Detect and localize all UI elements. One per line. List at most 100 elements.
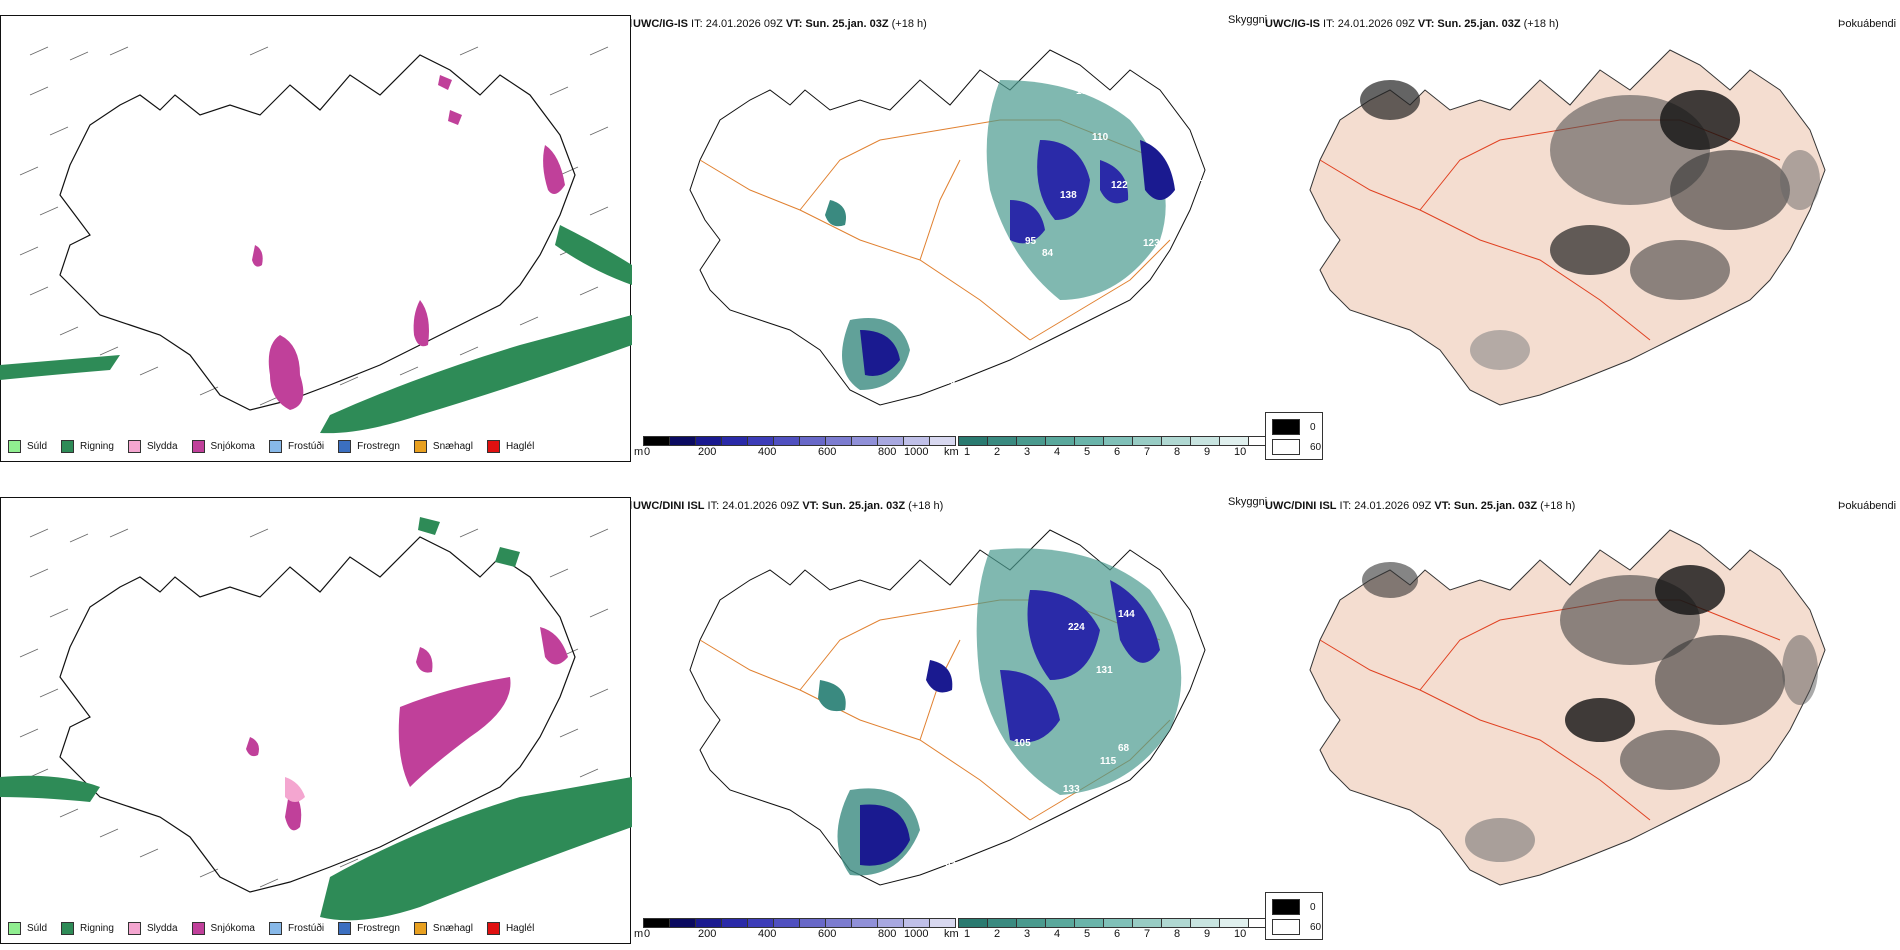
- legend-item: Slydda: [127, 440, 178, 453]
- rain-area-sw: [0, 355, 120, 380]
- colorbar-tick: 7: [1144, 446, 1151, 458]
- legend-swatch: [338, 922, 352, 935]
- iceland-outline: [59, 54, 576, 411]
- colorbar-tick: 9: [1204, 446, 1211, 458]
- fog-patches: [1360, 80, 1820, 370]
- legend-swatch: [61, 440, 75, 453]
- colorbar-tick: 8: [1174, 446, 1181, 458]
- ceiling-label: 115: [1100, 756, 1117, 767]
- legend-swatch: [413, 440, 427, 453]
- ceiling-label: 110: [1092, 132, 1109, 143]
- ceiling-area-east: [1140, 140, 1175, 200]
- row1-fog-map: [1309, 49, 1826, 406]
- ceiling-label: 50: [937, 833, 949, 844]
- legend-item: Haglél: [486, 922, 534, 935]
- fog-legend-swatch: [1272, 899, 1300, 915]
- rain-area-south: [320, 315, 632, 434]
- legend-item: Snæhagl: [413, 440, 473, 453]
- colorbar-unit: km: [944, 928, 959, 940]
- legend-swatch: [268, 922, 282, 935]
- legend-swatch: [268, 440, 282, 453]
- row1-precip-map: [0, 15, 632, 462]
- ceiling-label: 138: [1060, 190, 1077, 201]
- colorbar-tick: 3: [1024, 446, 1031, 458]
- legend-item: Frostregn: [338, 440, 400, 453]
- row1-visibility-title: Skyggni: [1228, 14, 1268, 26]
- row1-visibility-colorbar: [958, 436, 1278, 446]
- ceiling-label: 113: [911, 364, 928, 375]
- row1-ceiling-colorbar: [643, 436, 956, 446]
- legend-item: Súld: [8, 440, 47, 453]
- row1-visibility-map: [689, 49, 1206, 406]
- ceiling-area-south: [860, 804, 910, 866]
- fog-legend-swatch: [1272, 439, 1300, 455]
- colorbar-tick: 1: [964, 446, 971, 458]
- wind-barbs: [19, 46, 609, 406]
- ceiling-area-ne: [1010, 140, 1129, 244]
- snow-area-west: [252, 245, 263, 267]
- legend-item: Frostúði: [268, 440, 324, 453]
- legend-item: Rigning: [61, 440, 114, 453]
- colorbar-tick: 2: [994, 928, 1001, 940]
- row1-header-right: UWC/IG-IS IT: 24.01.2026 09Z VT: Sun. 25…: [1265, 18, 1559, 30]
- colorbar-tick: 1000: [904, 928, 929, 940]
- row1-fog-legend: 0 60: [1265, 412, 1323, 460]
- colorbar-tick: 400: [758, 446, 777, 458]
- colorbar-tick: 4: [1054, 928, 1061, 940]
- row1-precip-legend: Súld Rigning Slydda Snjókoma Frostúði Fr…: [8, 440, 534, 453]
- legend-item: Slydda: [127, 922, 178, 935]
- legend-item: Snæhagl: [413, 922, 473, 935]
- colorbar-tick: 3: [1024, 928, 1031, 940]
- colorbar-tick: 2: [994, 446, 1001, 458]
- colorbar-unit: km: [944, 446, 959, 458]
- colorbar-tick: 9: [1204, 928, 1211, 940]
- row2-precip-legend: Súld Rigning Slydda Snjókoma Frostúði Fr…: [8, 922, 534, 935]
- colorbar-unit: m: [634, 446, 644, 458]
- ceiling-label: 87: [948, 720, 960, 731]
- colorbar-tick: 200: [698, 446, 717, 458]
- snow-area-south: [268, 335, 304, 410]
- fog-legend-swatch: [1272, 419, 1300, 435]
- colorbar-tick: 400: [758, 928, 777, 940]
- rain-area-sw: [0, 775, 100, 802]
- sleet-area-south: [285, 777, 305, 802]
- row1-fog-title: Þokuábendi: [1838, 18, 1897, 30]
- colorbar-tick: 800: [878, 446, 897, 458]
- legend-item: Frostúði: [268, 922, 324, 935]
- roads: [699, 119, 1171, 341]
- colorbar-tick: 8: [1174, 928, 1181, 940]
- legend-item: Haglél: [486, 440, 534, 453]
- snow-area-west: [246, 737, 259, 757]
- legend-item: Snjókoma: [191, 440, 255, 453]
- legend-item: Snjókoma: [191, 922, 255, 935]
- row2-visibility-title: Skyggni: [1228, 496, 1268, 508]
- snow-area-ne: [540, 627, 568, 665]
- fog-patches: [1362, 562, 1818, 862]
- colorbar-tick: 0: [644, 928, 651, 940]
- ceiling-label: 35: [945, 858, 957, 869]
- colorbar-tick: 600: [818, 446, 837, 458]
- row2-ceiling-colorbar: [643, 918, 956, 928]
- row2-precip-map: [0, 497, 632, 944]
- ceiling-area-south: [860, 330, 900, 376]
- visibility-area-west: [818, 680, 846, 712]
- rain-area-south: [320, 777, 632, 921]
- ceiling-label: 123: [1143, 238, 1160, 249]
- colorbar-tick: 0: [644, 446, 651, 458]
- ceiling-label: 50: [912, 845, 924, 856]
- snow-area-mid: [413, 300, 429, 347]
- legend-swatch: [8, 440, 21, 453]
- colorbar-tick: 200: [698, 928, 717, 940]
- colorbar-tick: 10: [1234, 928, 1247, 940]
- legend-swatch: [486, 440, 500, 453]
- row1-header-mid: UWC/IG-IS IT: 24.01.2026 09Z VT: Sun. 25…: [633, 18, 927, 30]
- snow-area-mid: [398, 677, 511, 787]
- ceiling-area-west: [926, 660, 953, 693]
- row2-visibility-colorbar: [958, 918, 1278, 928]
- fog-legend-swatch: [1272, 919, 1300, 935]
- row2-header-mid: UWC/DINI ISL IT: 24.01.2026 09Z VT: Sun.…: [633, 500, 944, 512]
- ceiling-label: 131: [1096, 665, 1113, 676]
- ceiling-label: 133: [1063, 784, 1080, 795]
- legend-swatch: [127, 922, 141, 935]
- colorbar-tick: 800: [878, 928, 897, 940]
